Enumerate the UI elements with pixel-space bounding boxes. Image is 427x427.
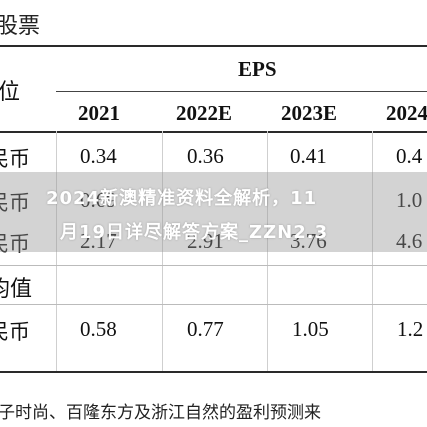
eps-header: EPS [238,57,277,81]
table-top-left-fragment: 股票 [0,14,41,39]
column-separator [267,131,268,372]
column-separator [372,131,373,372]
table-cell: 2.91 [187,229,224,253]
row-label: 民币 [0,320,30,344]
table-cell: 3.76 [290,229,327,253]
watermark-line-2: 月19日详尽解答方案_ZZN2.3 [60,222,329,243]
eps-underline [56,91,427,92]
year-header-2022e: 2022E [176,101,233,125]
table-cell: 0.4 [396,144,423,168]
year-header-2021: 2021 [78,101,120,125]
row-label: 民币 [0,147,30,171]
table-cell: 1.05 [292,317,329,341]
table-cell: 0.41 [290,144,327,168]
table-cell: 0.36 [187,144,224,168]
unit-label: 位 [0,80,21,105]
table-cell: 0.77 [187,317,224,341]
footnote-text: 子时尚、百隆东方及浙江自然的盈利预测来 [0,403,321,423]
table-bottom-rule [0,371,427,373]
column-separator [162,131,163,372]
year-header-2024: 2024 [386,101,427,125]
section-label: 均值 [0,277,33,302]
watermark-overlay [0,172,427,252]
watermark-line-1: 2024新澳精准资料全解析，11 [46,188,318,209]
table-top-rule [0,45,427,47]
table-cell: 1.2 [397,317,424,341]
table-cell: 2.17 [80,229,117,253]
section-divider [0,265,427,266]
year-header-2023e: 2023E [281,101,338,125]
table-cell: 0.34 [80,144,117,168]
table-cell: 0.58 [80,317,117,341]
table-cell: 0.69 [80,188,117,212]
header-bottom-rule [0,131,427,133]
table-cell: 1.0 [396,188,423,212]
column-separator [56,131,57,372]
row-label: 民币 [0,191,30,215]
row-label: 民币 [0,232,30,256]
section-divider [0,304,427,305]
table-cell: 4.6 [396,229,423,253]
